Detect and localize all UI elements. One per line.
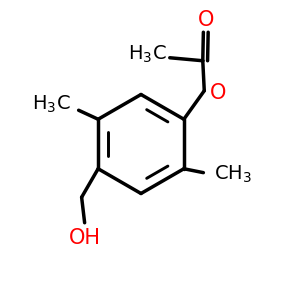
Text: O: O	[198, 10, 214, 30]
Text: OH: OH	[69, 228, 100, 248]
Text: H$_3$C: H$_3$C	[32, 94, 71, 115]
Text: H$_3$C: H$_3$C	[128, 44, 167, 65]
Text: O: O	[210, 83, 226, 103]
Text: CH$_3$: CH$_3$	[214, 164, 252, 185]
